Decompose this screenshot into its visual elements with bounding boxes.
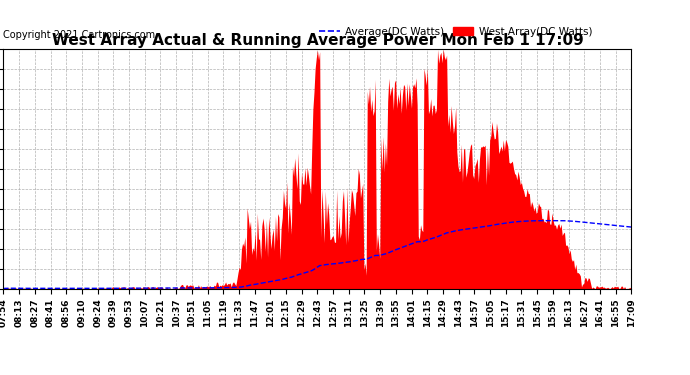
Title: West Array Actual & Running Average Power Mon Feb 1 17:09: West Array Actual & Running Average Powe… [52, 33, 583, 48]
Text: Copyright 2021 Cartronics.com: Copyright 2021 Cartronics.com [3, 30, 155, 40]
Legend: Average(DC Watts), West Array(DC Watts): Average(DC Watts), West Array(DC Watts) [315, 23, 596, 41]
